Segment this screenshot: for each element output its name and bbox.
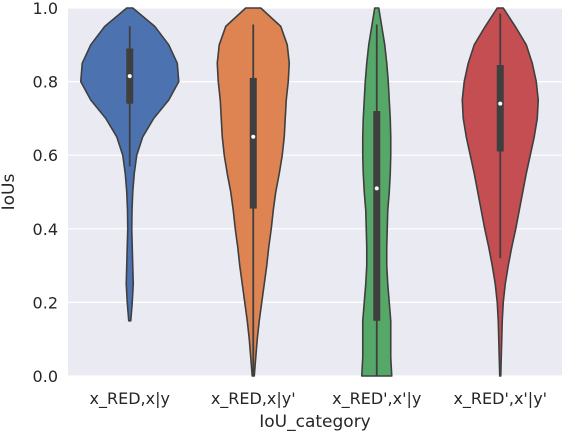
median-dot	[127, 74, 132, 79]
violin-group	[79, 7, 180, 322]
y-tick-label: 0.8	[33, 73, 58, 92]
y-tick-labels: 0.0 0.2 0.4 0.6 0.8 1.0	[33, 0, 58, 386]
x-tick-label: x_RED,x|y	[90, 389, 170, 409]
x-tick-label: x_RED,x|y'	[211, 389, 296, 409]
iqr-box	[496, 65, 504, 152]
median-dot	[374, 186, 379, 191]
y-tick-label: 0.6	[33, 146, 58, 165]
x-tick-label: x_RED',x'|y	[332, 389, 421, 409]
violin-group	[461, 7, 540, 377]
median-dot	[498, 101, 503, 106]
violin-group	[360, 7, 393, 377]
median-dot	[251, 134, 256, 139]
x-tick-labels: x_RED,x|y x_RED,x|y' x_RED',x'|y x_RED',x'|…	[90, 389, 548, 409]
x-tick-label: x_RED',x'|y'	[453, 389, 547, 409]
y-tick-label: 0.2	[33, 293, 58, 312]
violins	[79, 7, 540, 377]
violin-group	[216, 7, 291, 377]
y-tick-label: 0.4	[33, 220, 58, 239]
y-axis-label: IoUs	[0, 174, 19, 211]
iqr-box	[373, 111, 381, 321]
x-axis-label: IoU_category	[259, 412, 371, 432]
y-tick-label: 0.0	[33, 367, 58, 386]
y-tick-label: 1.0	[33, 0, 58, 18]
gridlines	[68, 7, 562, 377]
iqr-box	[249, 77, 257, 209]
